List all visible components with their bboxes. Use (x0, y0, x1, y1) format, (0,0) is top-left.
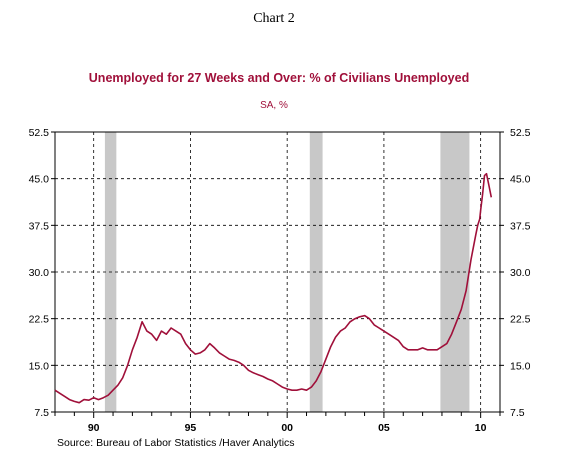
series-group (54, 172, 493, 404)
recession-band-2 (309, 132, 323, 412)
y-tick-label-left: 15.0 (29, 360, 50, 372)
y-tick-label-right: 30.0 (510, 267, 531, 279)
y-axis-right: 7.5 15.0 22.5 30.0 37.5 45.0 52.5 (500, 127, 531, 419)
y-tick-label-left: 37.5 (29, 220, 50, 232)
chart-label: Chart 2 (253, 11, 295, 26)
x-tick-label: 90 (88, 422, 100, 434)
y-tick-label-left: 45.0 (29, 174, 50, 186)
x-tick-label: 10 (475, 422, 487, 434)
y-tick-label-left: 22.5 (29, 314, 50, 326)
series-line-1 (54, 172, 493, 404)
y-tick-label-right: 15.0 (510, 360, 531, 372)
y-tick-label-right: 22.5 (510, 314, 531, 326)
x-tick-label: 00 (281, 422, 293, 434)
y-tick-label-left: 52.5 (29, 127, 50, 139)
y-axis-left: 7.5 15.0 22.5 30.0 37.5 45.0 52.5 (29, 127, 55, 419)
chart-title: Unemployed for 27 Weeks and Over: % of C… (89, 71, 469, 85)
y-tick-label-right: 37.5 (510, 220, 531, 232)
y-tick-label-right: 52.5 (510, 127, 531, 139)
y-tick-label-left: 7.5 (34, 407, 49, 419)
x-tick-label: 05 (378, 422, 390, 434)
gridlines (55, 132, 500, 412)
x-tick-label: 95 (185, 422, 197, 434)
x-axis: 90 95 00 05 10 (54, 412, 501, 434)
y-tick-label-right: 45.0 (510, 174, 531, 186)
y-tick-label-right: 7.5 (510, 407, 525, 419)
source-note: Source: Bureau of Labor Statistics /Have… (57, 437, 295, 449)
chart-subtitle: SA, % (260, 100, 288, 111)
y-tick-label-left: 30.0 (29, 267, 50, 279)
